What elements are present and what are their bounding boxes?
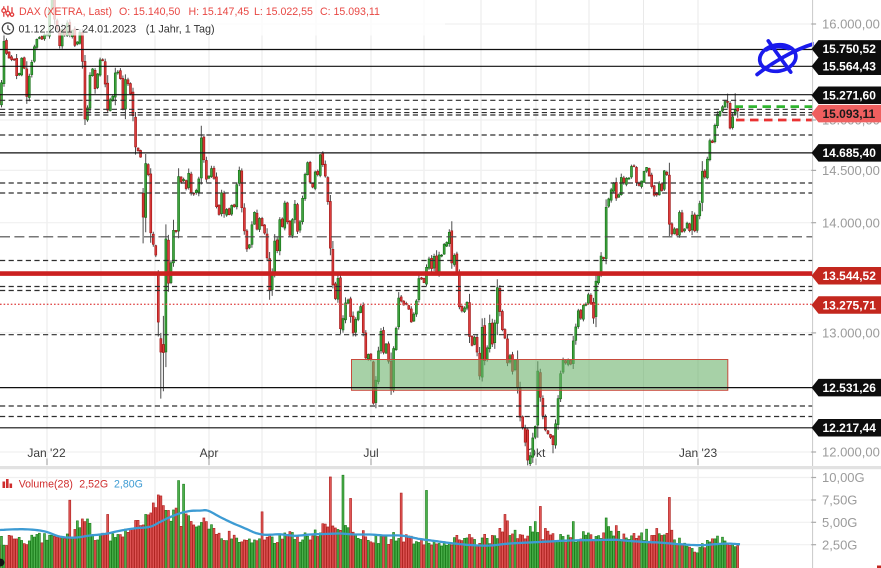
svg-text:5,00G: 5,00G bbox=[822, 515, 857, 530]
svg-text:15.271,60: 15.271,60 bbox=[823, 89, 877, 103]
svg-text:16.000,00: 16.000,00 bbox=[822, 17, 880, 32]
svg-text:15.750,52: 15.750,52 bbox=[823, 42, 877, 56]
svg-text:15.093,11: 15.093,11 bbox=[823, 107, 876, 121]
svg-text:Apr: Apr bbox=[200, 446, 219, 460]
svg-text:DAX (XETRA, Last): DAX (XETRA, Last) bbox=[19, 6, 112, 18]
svg-text:O: 15.140,50: O: 15.140,50 bbox=[119, 6, 180, 18]
svg-text:12.000,00: 12.000,00 bbox=[822, 445, 880, 460]
svg-text:2,80G: 2,80G bbox=[114, 479, 143, 491]
svg-text:C: 15.093,11: C: 15.093,11 bbox=[320, 6, 380, 18]
svg-text:Jul: Jul bbox=[363, 446, 378, 460]
svg-text:(1 Jahr, 1 Tag): (1 Jahr, 1 Tag) bbox=[146, 24, 215, 36]
svg-text:2,50G: 2,50G bbox=[822, 537, 857, 552]
svg-text:14.500,00: 14.500,00 bbox=[822, 163, 880, 178]
svg-text:14.000,00: 14.000,00 bbox=[822, 215, 880, 230]
svg-text:2,52G: 2,52G bbox=[79, 479, 108, 491]
svg-text:15.564,43: 15.564,43 bbox=[823, 60, 877, 74]
svg-text:10,00G: 10,00G bbox=[822, 470, 865, 485]
svg-text:H: 15.147,45: H: 15.147,45 bbox=[189, 6, 250, 18]
svg-text:Jan '22: Jan '22 bbox=[27, 446, 66, 460]
svg-text:12.531,26: 12.531,26 bbox=[823, 381, 877, 395]
svg-text:L: 15.022,55: L: 15.022,55 bbox=[254, 6, 313, 18]
svg-text:13.000,00: 13.000,00 bbox=[822, 326, 880, 341]
svg-text:01.12.2021 - 24.01.2023: 01.12.2021 - 24.01.2023 bbox=[19, 24, 137, 36]
svg-text:Volume(28): Volume(28) bbox=[19, 479, 73, 491]
svg-text:13.544,52: 13.544,52 bbox=[823, 269, 877, 283]
svg-text:12.217,44: 12.217,44 bbox=[823, 421, 877, 435]
svg-text:7,50G: 7,50G bbox=[822, 493, 857, 508]
svg-text:13.275,71: 13.275,71 bbox=[823, 298, 877, 312]
svg-text:Jan '23: Jan '23 bbox=[679, 446, 718, 460]
svg-text:14.685,40: 14.685,40 bbox=[823, 146, 877, 160]
